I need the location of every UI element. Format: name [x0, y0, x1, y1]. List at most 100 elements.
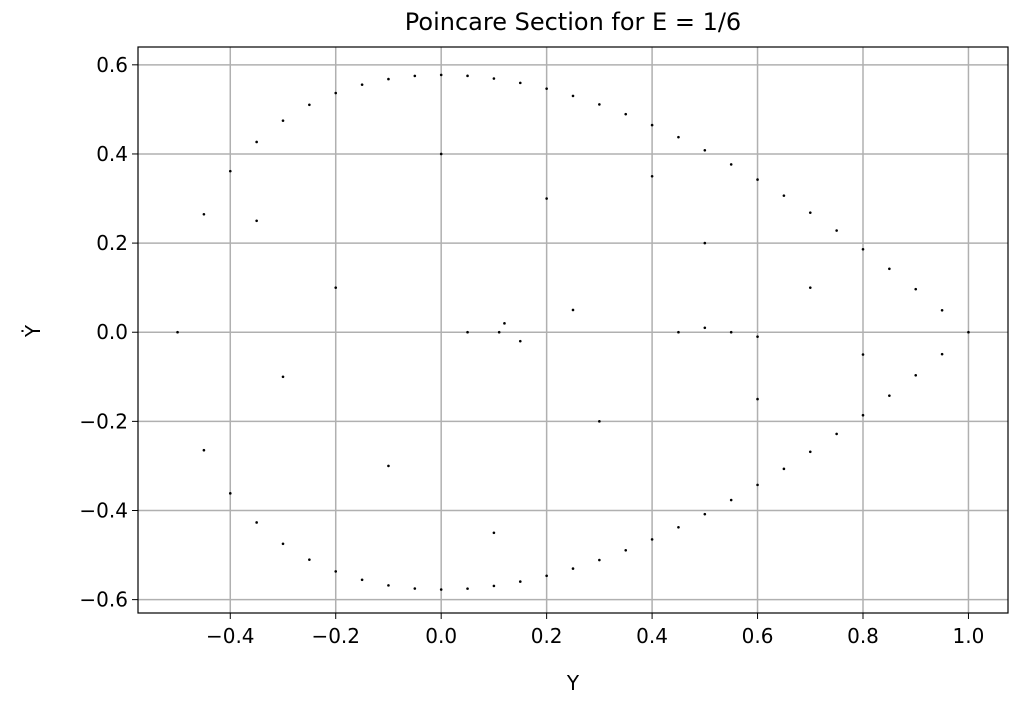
point [413, 587, 417, 590]
point [387, 464, 390, 468]
point [967, 330, 970, 334]
x-tick-label: 1.0 [953, 624, 985, 648]
point [466, 587, 469, 590]
point [497, 330, 501, 334]
x-tick-label: −0.2 [311, 624, 360, 648]
point [281, 119, 285, 122]
point [360, 83, 364, 86]
y-tick-label: −0.2 [79, 409, 128, 433]
x-tick-label: 0.6 [742, 624, 774, 648]
y-tick-label: 0.4 [96, 142, 128, 166]
point [650, 174, 654, 178]
y-tick-label: 0.0 [96, 320, 128, 344]
point [940, 309, 944, 312]
point [202, 212, 206, 216]
point [413, 74, 417, 78]
point [439, 152, 443, 156]
point [756, 178, 759, 181]
point [677, 525, 680, 529]
point [808, 286, 812, 289]
y-tick-label: 0.2 [96, 231, 128, 255]
point [439, 588, 443, 591]
point [940, 352, 944, 356]
x-tick-label: −0.4 [206, 624, 255, 648]
point [545, 87, 548, 90]
point [492, 584, 496, 588]
point [835, 229, 838, 232]
point [308, 558, 311, 561]
x-axis-label: Y [566, 671, 580, 695]
point [703, 241, 707, 245]
point [598, 558, 601, 562]
y-tick-label: −0.6 [79, 588, 128, 612]
point [334, 570, 338, 573]
point [255, 140, 258, 144]
point [281, 375, 285, 379]
y-tick-label: −0.4 [79, 498, 128, 522]
point [598, 103, 601, 106]
point [387, 77, 390, 81]
chart-title: Poincare Section for E = 1/6 [405, 8, 741, 36]
point [888, 267, 891, 271]
point [503, 322, 506, 325]
point [756, 397, 759, 401]
point [518, 339, 522, 343]
y-axis-label: Ẏ [21, 324, 45, 338]
point [729, 498, 733, 502]
point [492, 77, 496, 80]
point [861, 247, 865, 251]
point [914, 287, 918, 291]
point [598, 420, 601, 423]
point [861, 413, 865, 417]
point [387, 584, 390, 587]
point [176, 330, 179, 334]
point [545, 574, 548, 578]
point [677, 330, 680, 334]
point [255, 219, 258, 223]
point [571, 567, 575, 570]
point [861, 353, 865, 356]
x-tick-label: 0.4 [636, 624, 668, 648]
point [439, 73, 443, 77]
point [703, 326, 707, 330]
point [624, 112, 628, 116]
point [914, 373, 918, 377]
x-tick-label: 0.0 [425, 624, 457, 648]
point [703, 149, 707, 152]
point [808, 450, 812, 454]
point [518, 580, 522, 583]
point [571, 94, 575, 98]
point [729, 163, 733, 166]
point [624, 548, 628, 552]
point [703, 512, 707, 516]
point [729, 330, 733, 334]
point [466, 330, 469, 334]
point [650, 123, 654, 127]
point [334, 91, 338, 95]
point [492, 531, 496, 535]
point [808, 211, 812, 214]
point [650, 538, 654, 541]
point [308, 103, 311, 107]
x-tick-label: 0.2 [531, 624, 563, 648]
point [334, 286, 338, 289]
point [202, 448, 206, 452]
x-tick-label: 0.8 [847, 624, 879, 648]
point [782, 194, 786, 197]
point [545, 197, 548, 200]
point [571, 308, 575, 312]
point [782, 467, 786, 471]
point [835, 432, 838, 436]
point [360, 578, 364, 582]
point [756, 335, 759, 338]
y-tick-label: 0.6 [96, 53, 128, 77]
point [888, 394, 891, 397]
plot-frame [137, 46, 1009, 614]
point [281, 542, 285, 546]
point [228, 492, 232, 495]
point [466, 74, 469, 78]
point [677, 135, 680, 139]
point [518, 81, 522, 85]
point [255, 521, 258, 524]
